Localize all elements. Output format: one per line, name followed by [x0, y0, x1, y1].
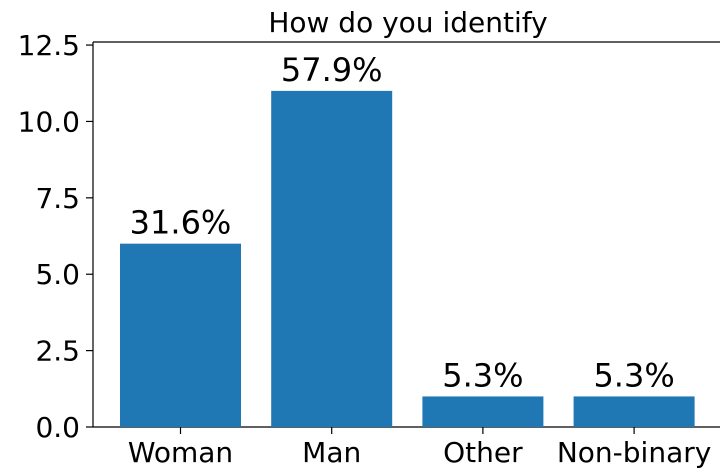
x-tick-label: Man [302, 436, 361, 469]
x-tick-label: Non-binary [557, 436, 711, 469]
bar-man [271, 90, 393, 427]
bar-value-label: 5.3% [593, 356, 674, 394]
x-tick-label: Woman [128, 436, 233, 469]
bar-woman [120, 243, 241, 427]
bars [120, 90, 695, 427]
y-tick-label: 5.0 [35, 258, 80, 291]
y-tick-label: 10.0 [18, 105, 80, 138]
y-tick-label: 12.5 [18, 29, 80, 62]
y-axis-ticks: 0.0 2.5 5.0 7.5 10.0 12.5 [18, 29, 93, 444]
y-tick-label: 7.5 [35, 182, 80, 215]
bar-other [422, 396, 544, 427]
bar-value-label: 31.6% [130, 204, 232, 242]
x-axis-ticks: Woman Man Other Non-binary [128, 427, 711, 469]
chart-title: How do you identify [268, 6, 547, 39]
bar-value-labels: 31.6% 57.9% 5.3% 5.3% [130, 51, 675, 395]
bar-value-label: 5.3% [442, 356, 523, 394]
x-tick-label: Other [443, 436, 523, 469]
y-tick-label: 2.5 [35, 335, 80, 368]
bar-value-label: 57.9% [281, 51, 383, 89]
bar-non-binary [573, 396, 695, 427]
y-tick-label: 0.0 [35, 411, 80, 444]
